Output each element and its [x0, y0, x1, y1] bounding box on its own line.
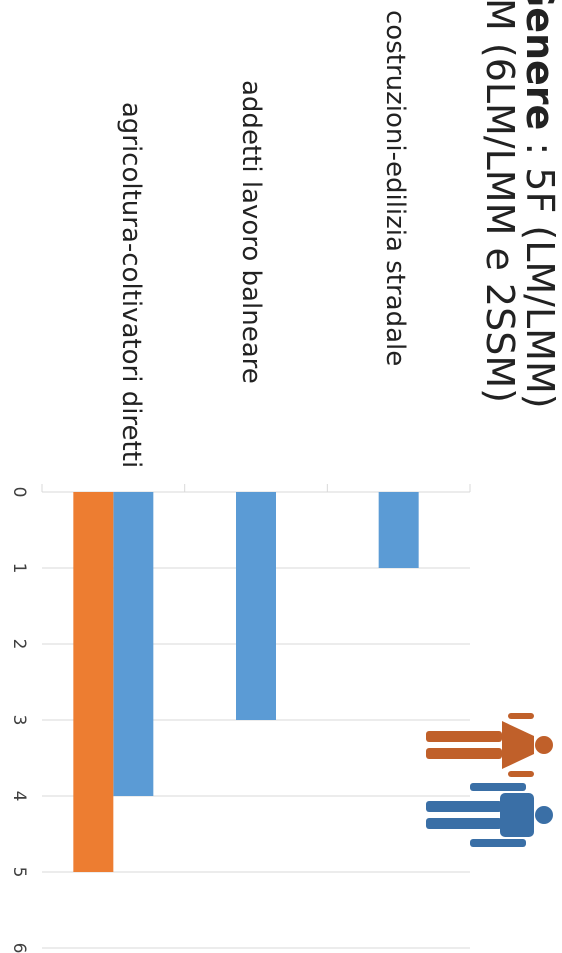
tick-label: 2 [9, 639, 29, 650]
chart-bars [73, 492, 419, 872]
female-figure-icon [426, 713, 553, 777]
tick-label: 6 [9, 943, 29, 953]
chart-tick-labels: 0 1 2 3 4 5 6 [9, 487, 29, 953]
bar-1-0 [236, 492, 276, 720]
tick-label: 4 [9, 791, 29, 802]
bar-2-0 [113, 492, 154, 796]
male-figure-icon [426, 783, 553, 847]
tick-label: 0 [9, 487, 29, 498]
bar-2-1 [73, 492, 114, 872]
tick-label: 1 [9, 563, 29, 574]
legend-icons [426, 713, 553, 847]
bar-0-0 [378, 492, 419, 568]
tick-label: 5 [9, 867, 29, 878]
tick-label: 3 [9, 715, 29, 726]
